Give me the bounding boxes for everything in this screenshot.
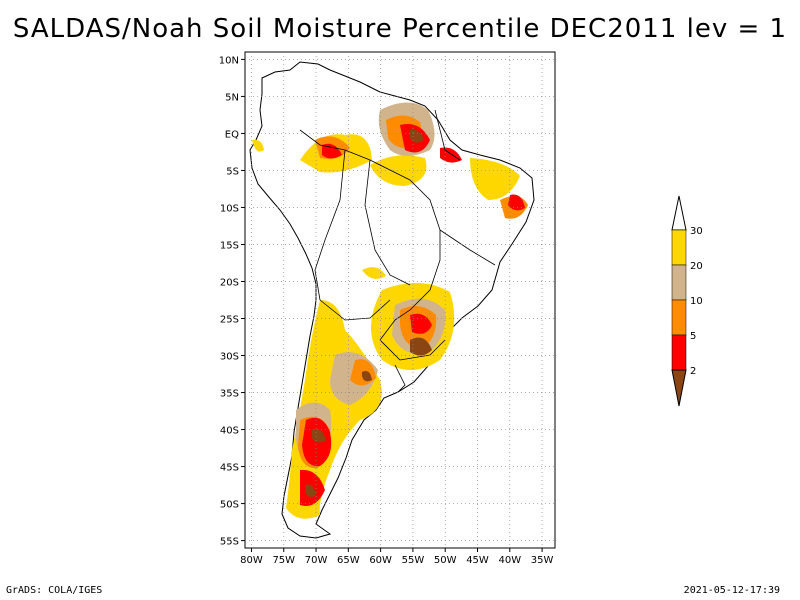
lon-tick-label: 35W	[531, 555, 554, 566]
lat-tick-label: 10N	[219, 55, 239, 66]
lon-tick-label: 80W	[240, 555, 263, 566]
lat-tick-label: 25S	[220, 315, 239, 326]
lon-tick-label: 60W	[369, 555, 392, 566]
footer-timestamp: 2021-05-12-17:39	[683, 585, 780, 596]
colorbar-level-label: 10	[690, 296, 703, 307]
lon-tick-label: 40W	[498, 555, 521, 566]
lat-tick-label: 40S	[220, 426, 239, 437]
longitude-labels: 80W 75W 70W 65W 60W 55W 50W 45W 40W 35W	[240, 548, 553, 566]
colorbar-segment	[671, 299, 687, 336]
country-borders	[299, 109, 496, 393]
lat-tick-label: 45S	[220, 463, 239, 474]
colorbar-level-label: 30	[690, 226, 703, 237]
lat-tick-label: 5S	[226, 166, 239, 177]
colorbar-bottom-arrow	[671, 369, 687, 407]
lat-lon-grid	[245, 52, 555, 548]
lat-tick-label: 10S	[220, 203, 239, 214]
lon-tick-label: 55W	[402, 555, 425, 566]
colorbar-segment	[671, 334, 687, 371]
lat-tick-label: 35S	[220, 389, 239, 400]
lon-tick-label: 45W	[466, 555, 489, 566]
map-frame	[244, 51, 556, 549]
lon-tick-label: 75W	[272, 555, 295, 566]
colorbar-level-label: 20	[690, 261, 703, 272]
colorbar-legend: 30 20 10 5 2	[671, 195, 703, 407]
lat-tick-label: 5N	[225, 92, 239, 103]
colorbar-top-arrow	[671, 195, 687, 231]
footer-credit: GrADS: COLA/IGES	[6, 585, 103, 596]
lon-tick-label: 50W	[434, 555, 457, 566]
brown-2-band	[305, 129, 432, 497]
colorbar-segment	[671, 264, 687, 301]
lon-tick-label: 65W	[337, 555, 360, 566]
lon-tick-label: 70W	[305, 555, 328, 566]
colorbar-level-label: 2	[690, 366, 696, 377]
colorbar-level-label: 5	[690, 331, 696, 342]
latitude-labels: 10N 5N EQ 5S 10S 15S 20S 25S 30S 35S 40S 45S 50S 55S	[219, 55, 245, 548]
map-title: SALDAS/Noah Soil Moisture Percentile DEC…	[12, 14, 788, 44]
lat-tick-label: 15S	[220, 240, 239, 251]
lat-tick-label: 50S	[220, 500, 239, 511]
lat-tick-label: EQ	[225, 129, 239, 140]
lat-tick-label: 20S	[220, 277, 239, 288]
lat-tick-label: 55S	[220, 537, 239, 548]
colorbar-segment	[671, 229, 687, 266]
lat-tick-label: 30S	[220, 352, 239, 363]
